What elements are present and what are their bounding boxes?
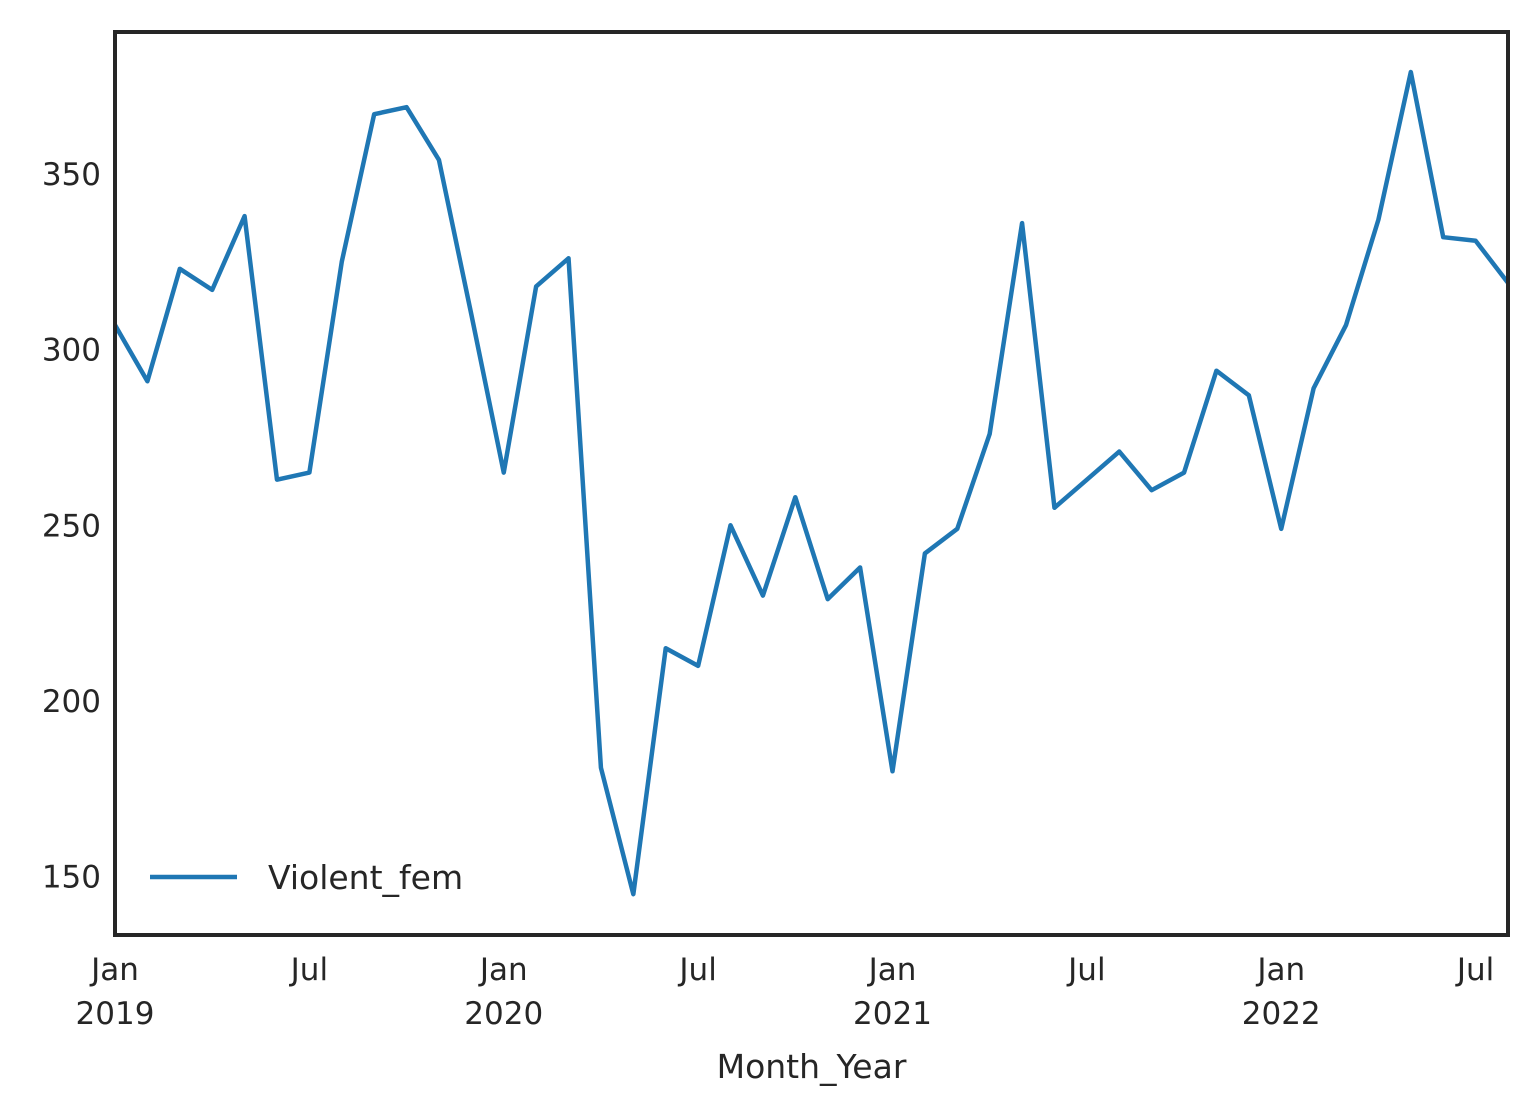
x-tick-label: Jul — [677, 952, 716, 988]
x-tick-label: Jan — [478, 952, 528, 988]
x-tick-label: Jan — [867, 952, 917, 988]
x-tick-label: Jan — [89, 952, 139, 988]
plot-area — [115, 32, 1508, 935]
x-tick-label: Jul — [1066, 952, 1105, 988]
series-line-violent-fem — [113, 69, 1510, 897]
x-tick-year-label: 2020 — [464, 996, 543, 1032]
x-tick-year-label: 2021 — [853, 996, 932, 1032]
y-tick-label: 300 — [42, 333, 101, 369]
y-tick-label: 250 — [42, 508, 101, 544]
x-axis-label: Month_Year — [717, 1047, 907, 1086]
y-tick-label: 350 — [42, 157, 101, 193]
x-tick-label: Jan — [1255, 952, 1305, 988]
plot-frame — [113, 30, 1510, 937]
legend: Violent_fem — [150, 858, 463, 897]
y-tick-label: 200 — [42, 684, 101, 720]
x-tick-year-label: 2019 — [76, 996, 155, 1032]
x-tick-label: Jul — [289, 952, 328, 988]
x-tick-label: Jul — [1455, 952, 1494, 988]
y-tick-label: 150 — [42, 860, 101, 896]
legend-label-violent-fem: Violent_fem — [268, 858, 463, 897]
x-tick-year-label: 2022 — [1242, 996, 1321, 1032]
x-axis-ticks: Jan 2019 Jul Jan 2020 Jul Jan 2021 Jul Jan 2022 Jul — [76, 952, 1495, 1032]
y-axis-ticks: 150 200 250 300 350 — [42, 157, 101, 896]
